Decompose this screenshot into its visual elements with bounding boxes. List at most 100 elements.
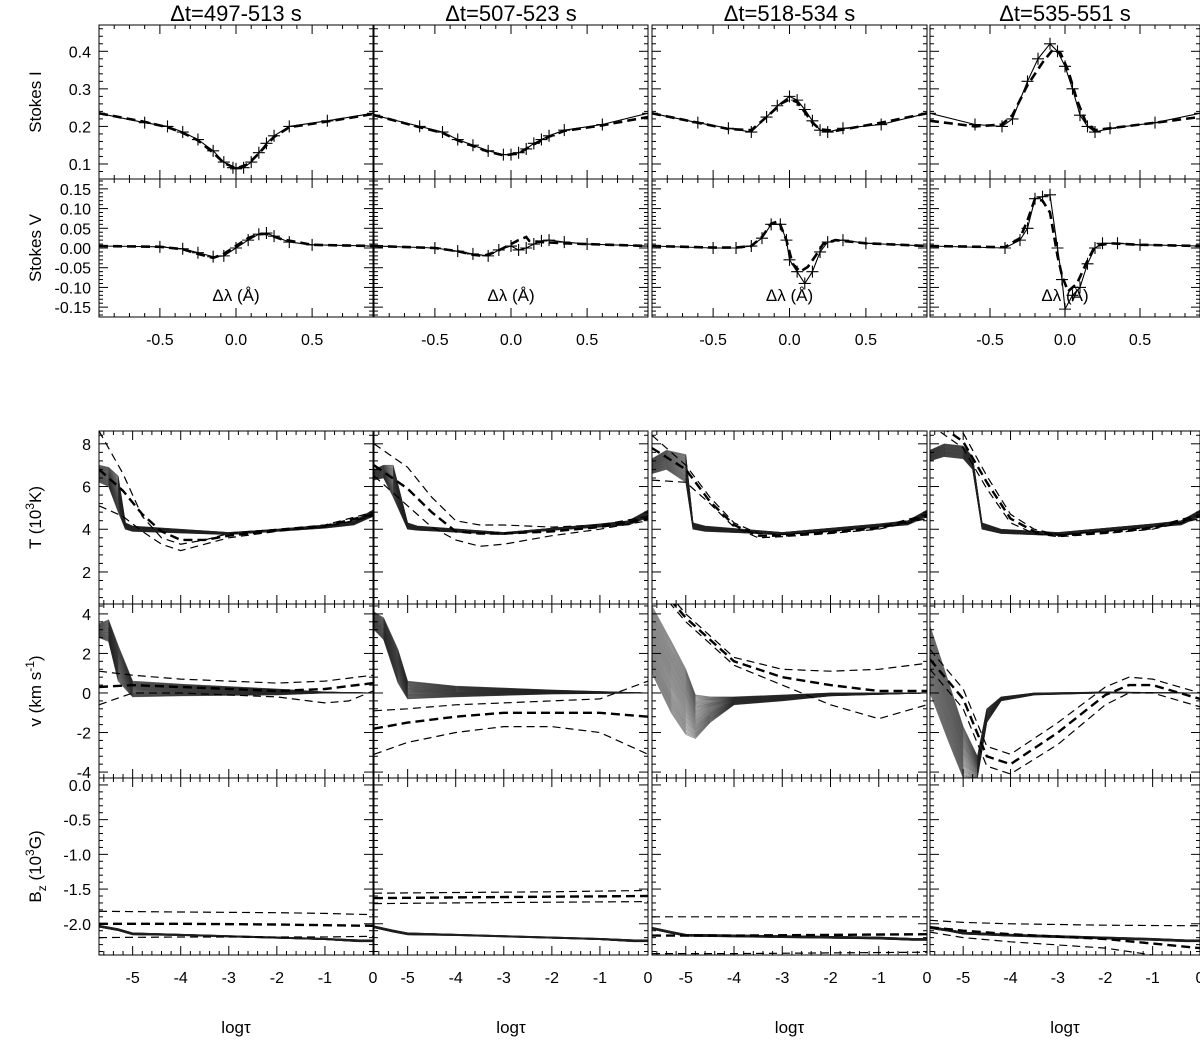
lower-bound-line xyxy=(930,668,1200,775)
observed-point-marker xyxy=(226,161,239,174)
sample-solution-line xyxy=(374,613,648,694)
observed-point-marker xyxy=(921,240,927,253)
observed-point-marker xyxy=(806,265,819,278)
observed-point-marker xyxy=(520,242,533,254)
observed-profile-line xyxy=(99,232,373,258)
lower-bound-line xyxy=(669,604,927,720)
x-tick-label: 0.0 xyxy=(500,332,522,349)
atmospheres-panel-temperature-0 xyxy=(98,430,374,605)
observed-point-marker xyxy=(722,122,735,135)
plot-area xyxy=(99,431,373,552)
sample-solution-line xyxy=(374,612,648,694)
y-axis-label-part: K) xyxy=(26,486,45,503)
y-axis-label-velocity: v (km s-1) xyxy=(23,655,45,726)
plot-area xyxy=(652,434,927,539)
observed-point-marker xyxy=(652,240,658,253)
observed-point-marker xyxy=(451,245,464,258)
observed-point-marker xyxy=(466,247,479,260)
observed-point-marker xyxy=(558,124,571,137)
observed-point-marker xyxy=(505,240,517,253)
observed-point-marker xyxy=(242,234,255,247)
observed-point-marker xyxy=(207,144,220,157)
sample-solution-line xyxy=(99,464,373,533)
sample-solution-line xyxy=(99,465,373,533)
observed-point-marker xyxy=(1056,273,1068,286)
panel-frame xyxy=(98,430,374,605)
x-tick-label: -2 xyxy=(1098,970,1112,987)
y-tick-label: 0.3 xyxy=(69,82,91,99)
observed-point-marker xyxy=(260,227,273,240)
observed-point-marker xyxy=(798,277,811,290)
mean-solution-line xyxy=(946,431,1200,537)
upper-bound-line xyxy=(99,910,373,916)
sample-solution-line xyxy=(652,451,927,533)
profiles-panel-stokes_i-0 xyxy=(98,24,374,180)
observed-point-marker xyxy=(1032,52,1044,65)
observed-point-marker xyxy=(527,137,540,150)
x-tick-label: 0.5 xyxy=(301,332,323,349)
observed-point-marker xyxy=(1074,281,1086,294)
x-tick-label: -3 xyxy=(497,970,511,987)
y-tick-label: -2.0 xyxy=(63,917,91,934)
plot-area xyxy=(374,107,648,161)
plot-area xyxy=(652,604,927,739)
lower-bound-line xyxy=(652,479,927,539)
panel-frame xyxy=(373,777,649,956)
y-tick-label: -2 xyxy=(77,726,91,743)
lower-bound-line xyxy=(99,935,373,939)
observed-point-marker xyxy=(505,148,517,161)
sample-solution-line xyxy=(374,613,648,694)
observed-point-marker xyxy=(791,94,804,107)
observed-point-marker xyxy=(771,99,784,112)
lower-bound-line xyxy=(374,475,648,547)
observed-point-marker xyxy=(760,111,773,124)
mean-solution-line xyxy=(374,711,648,730)
y-tick-label: 4 xyxy=(82,607,91,624)
observed-profile-line xyxy=(930,42,1200,133)
sample-solution-line xyxy=(652,607,927,698)
x-tick-label: 0 xyxy=(1196,970,1200,987)
observed-point-marker xyxy=(558,236,571,249)
x-tick-label: -3 xyxy=(775,970,789,987)
sample-solution-line xyxy=(930,634,1200,761)
atmospheres-panel-velocity-0 xyxy=(98,603,374,779)
sample-solution-line xyxy=(374,464,648,533)
lower-bound-line xyxy=(938,431,1200,538)
observed-point-marker xyxy=(783,253,796,266)
observed-point-marker xyxy=(1036,190,1049,203)
observed-point-marker xyxy=(1066,82,1079,95)
x-tick-label: -0.5 xyxy=(146,332,174,349)
observed-point-marker xyxy=(482,249,495,262)
observed-point-marker xyxy=(1104,122,1116,135)
upper-bound-line xyxy=(374,680,648,712)
x-tick-label: 0.0 xyxy=(778,332,800,349)
sample-solution-line xyxy=(99,465,373,533)
atmospheres-panel-velocity-2 xyxy=(651,603,928,779)
x-axis-label-logtau: logτ xyxy=(221,1018,251,1037)
x-tick-label: 0.5 xyxy=(855,332,877,349)
observed-point-marker xyxy=(707,242,720,254)
observed-point-marker xyxy=(543,234,556,247)
lower-bound-line xyxy=(930,931,1156,955)
y-tick-label: 4 xyxy=(82,522,91,539)
sample-solution-line xyxy=(652,453,927,534)
observed-point-marker xyxy=(436,126,449,139)
observed-point-marker xyxy=(283,120,296,133)
profiles-panel-stokes_v-3 xyxy=(929,178,1200,318)
y-axis-label-part: B xyxy=(26,891,45,902)
mean-solution-line xyxy=(99,922,373,927)
mean-solution-line xyxy=(652,447,927,537)
x-tick-label: -1 xyxy=(318,970,332,987)
plot-area xyxy=(652,218,927,290)
observed-point-marker xyxy=(774,218,787,231)
sample-solution-line xyxy=(374,611,648,694)
observed-point-marker xyxy=(367,107,373,120)
observed-point-marker xyxy=(535,133,548,146)
sample-solution-line xyxy=(652,455,927,534)
y-axis-label-bz: Bz (103G) xyxy=(23,830,49,902)
x-axis-label-logtau: logτ xyxy=(775,1018,805,1037)
y-tick-label: 8 xyxy=(82,437,91,454)
sample-solution-line xyxy=(99,619,373,694)
